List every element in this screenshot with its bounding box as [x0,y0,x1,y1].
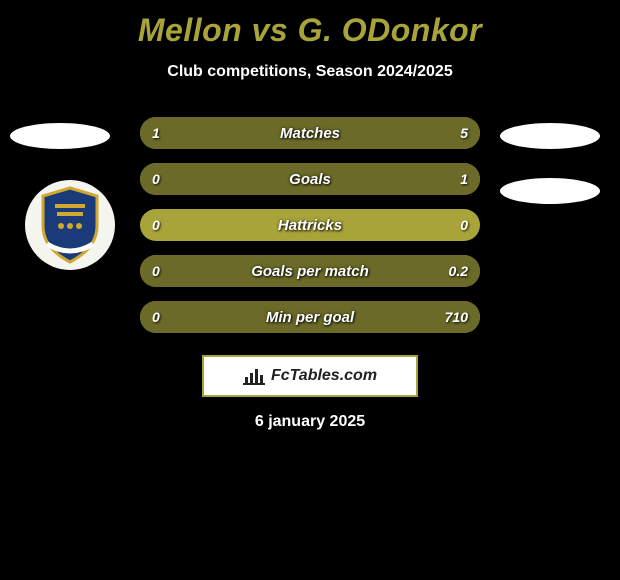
stat-value-right: 5 [460,125,468,141]
player-left-avatar-oval [10,123,110,149]
club-left-crest [25,180,115,270]
comparison-card: Mellon vs G. ODonkor Club competitions, … [0,0,620,580]
club-right-avatar-oval [500,178,600,204]
stat-value-left: 0 [152,171,160,187]
stat-label: Matches [280,125,340,142]
stat-value-left: 0 [152,309,160,325]
stat-value-left: 1 [152,125,160,141]
stat-value-left: 0 [152,263,160,279]
stat-row: 0 1 Goals [140,163,480,195]
date-text: 6 january 2025 [0,413,620,431]
brand-text: FcTables.com [271,367,377,385]
stat-value-right: 0.2 [449,263,468,279]
stat-row: 1 5 Matches [140,117,480,149]
stat-row: 0 710 Min per goal [140,301,480,333]
brand-box[interactable]: FcTables.com [202,355,418,397]
stat-value-right: 1 [460,171,468,187]
bar-chart-icon [243,367,265,385]
player-right-avatar-oval [500,123,600,149]
stat-value-right: 0 [460,217,468,233]
stat-label: Min per goal [266,309,354,326]
stat-label: Goals [289,171,331,188]
stat-value-right: 710 [445,309,468,325]
stat-row: 0 0.2 Goals per match [140,255,480,287]
stat-row: 0 0 Hattricks [140,209,480,241]
stat-value-left: 0 [152,217,160,233]
stat-label: Goals per match [251,263,369,280]
crest-icon [35,186,105,264]
subtitle: Club competitions, Season 2024/2025 [0,63,620,81]
bar-fill-left [140,117,198,149]
stat-label: Hattricks [278,217,342,234]
page-title: Mellon vs G. ODonkor [0,0,620,49]
